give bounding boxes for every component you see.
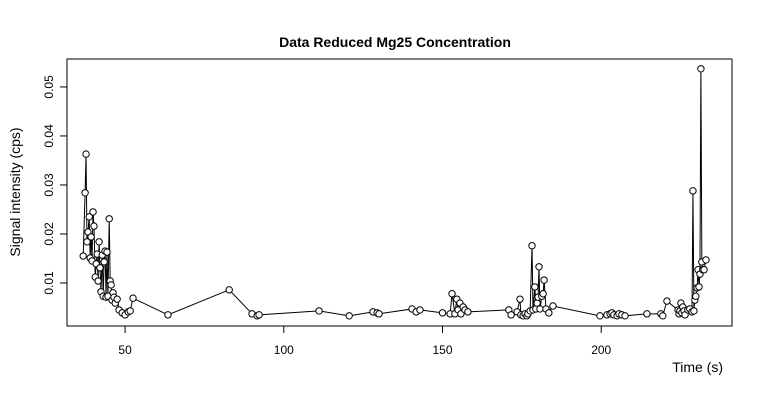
y-tick-label: 0.05 <box>42 75 56 99</box>
data-point <box>545 309 553 317</box>
data-point <box>690 307 698 315</box>
data-point <box>539 290 547 298</box>
data-point <box>536 305 544 313</box>
data-point <box>255 311 263 319</box>
data-point <box>528 242 536 250</box>
data-point <box>95 238 103 246</box>
x-tick-label: 150 <box>432 343 452 357</box>
data-point <box>94 277 102 285</box>
data-point <box>535 263 543 271</box>
y-axis-label: Signal intensity (cps) <box>7 127 23 256</box>
data-point <box>89 208 97 216</box>
data-point <box>540 276 548 284</box>
plot-box <box>66 58 733 327</box>
data-point <box>549 302 557 310</box>
series-line <box>82 68 707 317</box>
y-tick-label: 0.03 <box>42 173 56 197</box>
data-point <box>225 286 233 294</box>
data-point <box>531 283 539 291</box>
data-point <box>375 310 383 318</box>
data-point <box>82 150 90 158</box>
data-point <box>96 264 104 272</box>
data-point <box>516 295 524 303</box>
data-point <box>129 294 137 302</box>
data-point <box>87 233 95 241</box>
data-point <box>315 307 323 315</box>
data-point <box>702 256 710 264</box>
data-point <box>464 308 472 316</box>
x-tick-label: 100 <box>274 343 294 357</box>
data-point <box>700 266 708 274</box>
data-point <box>126 307 134 315</box>
x-axis-label: Time (s) <box>672 359 723 375</box>
data-point <box>507 311 515 319</box>
data-point <box>90 222 98 230</box>
data-point <box>695 283 703 291</box>
data-point <box>81 189 89 197</box>
data-point <box>164 311 172 319</box>
data-point <box>697 65 705 73</box>
data-point <box>105 215 113 223</box>
x-tick-label: 200 <box>591 343 611 357</box>
data-point <box>416 306 424 314</box>
y-tick-label: 0.01 <box>42 271 56 295</box>
data-point <box>659 312 667 320</box>
data-point <box>438 309 447 317</box>
y-tick-label: 0.02 <box>42 222 56 246</box>
data-point <box>85 213 93 221</box>
x-tick-label: 50 <box>118 343 132 357</box>
data-point <box>689 187 697 195</box>
data-point <box>345 312 353 320</box>
data-point <box>621 312 629 320</box>
data-point <box>107 281 115 289</box>
data-point <box>663 297 671 305</box>
data-point <box>448 290 456 298</box>
chart-title: Data Reduced Mg25 Concentration <box>279 34 511 50</box>
data-point <box>692 292 700 300</box>
data-point <box>100 258 108 266</box>
data-point <box>103 248 111 256</box>
data-point <box>643 310 651 318</box>
data-point <box>83 238 91 246</box>
y-tick-label: 0.04 <box>42 124 56 148</box>
data-point <box>596 312 604 320</box>
data-point <box>79 252 87 260</box>
data-point <box>113 295 121 303</box>
